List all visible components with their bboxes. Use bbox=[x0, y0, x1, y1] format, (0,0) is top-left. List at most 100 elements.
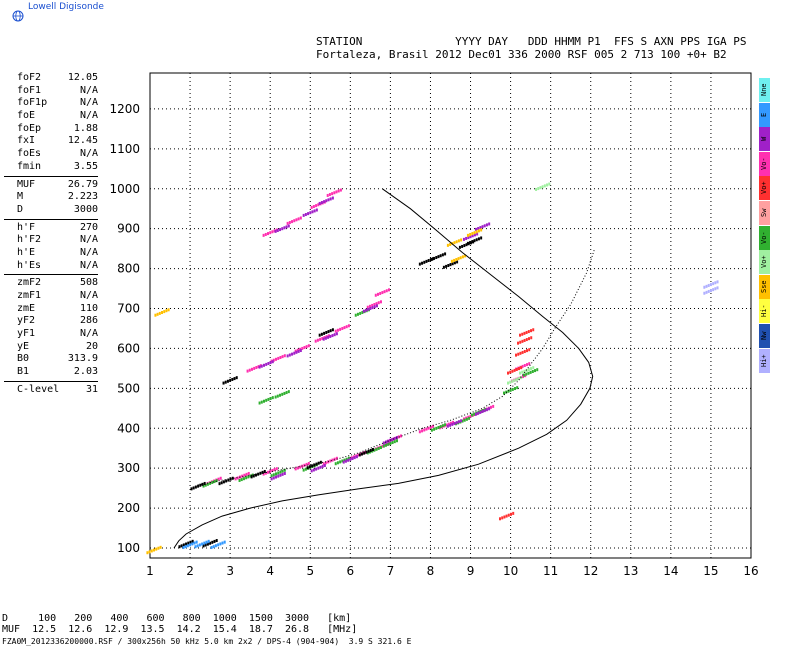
echo-mark bbox=[435, 426, 438, 430]
echo-mark bbox=[467, 236, 470, 240]
echo-mark bbox=[197, 484, 200, 488]
legend-swatch: Vo- bbox=[759, 225, 770, 250]
echo-mark bbox=[507, 381, 510, 385]
echo-mark bbox=[305, 462, 308, 466]
y-tick-label: 600 bbox=[117, 341, 140, 355]
parameter-row: h'Es N/A bbox=[2, 260, 98, 273]
echo-mark bbox=[375, 302, 378, 306]
electron-density-profile bbox=[173, 188, 594, 549]
echo-mark bbox=[257, 365, 260, 369]
echo-mark bbox=[469, 414, 472, 418]
parameter-row: D 3000 bbox=[2, 204, 98, 217]
y-tick-label: 1100 bbox=[109, 142, 140, 156]
echo-mark bbox=[233, 377, 236, 381]
x-tick-label: 8 bbox=[427, 564, 435, 578]
echo-mark bbox=[335, 456, 338, 460]
echo-mark bbox=[273, 468, 276, 472]
echo-mark bbox=[159, 545, 162, 549]
echo-mark bbox=[427, 426, 430, 430]
echo-mark bbox=[511, 379, 514, 383]
muf-distance-row: D 100 200 400 600 800 1000 1500 3000 [km… bbox=[2, 613, 352, 624]
echo-mark bbox=[311, 464, 314, 468]
echo-mark bbox=[515, 367, 518, 371]
echo-mark bbox=[530, 336, 533, 340]
echo-mark bbox=[279, 473, 282, 477]
echo-mark bbox=[366, 451, 369, 455]
legend-label: Vo- bbox=[760, 231, 768, 244]
parameter-label: foEp bbox=[17, 122, 42, 134]
echo-mark bbox=[271, 468, 274, 472]
echo-mark bbox=[291, 352, 294, 356]
echo-mark bbox=[319, 460, 322, 464]
echo-mark bbox=[446, 243, 449, 247]
parameter-row: foEp 1.88 bbox=[2, 123, 98, 136]
echo-mark bbox=[333, 191, 336, 195]
echo-mark bbox=[433, 256, 436, 260]
echo-mark bbox=[477, 229, 480, 233]
echo-mark bbox=[381, 291, 384, 295]
parameter-label: zmF1 bbox=[17, 290, 42, 301]
echo-mark bbox=[518, 367, 521, 371]
echo-mark bbox=[222, 381, 225, 385]
echo-mark bbox=[283, 471, 286, 475]
echo-mark bbox=[393, 436, 396, 440]
echo-mark bbox=[379, 300, 382, 304]
echo-mark bbox=[322, 462, 325, 466]
echo-mark bbox=[193, 541, 196, 545]
echo-mark bbox=[192, 486, 195, 490]
echo-mark bbox=[369, 307, 372, 311]
parameter-value: N/A bbox=[79, 110, 98, 122]
echo-mark bbox=[457, 257, 460, 261]
y-tick-label: 300 bbox=[117, 461, 140, 475]
echo-mark bbox=[475, 238, 478, 242]
echo-mark bbox=[279, 228, 282, 232]
echo-mark bbox=[238, 478, 241, 482]
echo-mark bbox=[323, 331, 326, 335]
parameter-value: 508 bbox=[79, 277, 98, 289]
echo-mark bbox=[362, 309, 365, 313]
echo-mark bbox=[331, 458, 334, 462]
echo-mark bbox=[236, 476, 239, 480]
echo-mark bbox=[288, 220, 291, 224]
legend-swatch: Hi+ bbox=[759, 348, 770, 373]
echo-mark bbox=[275, 467, 278, 471]
echo-mark bbox=[323, 463, 326, 467]
echo-mark bbox=[470, 413, 473, 417]
echo-mark bbox=[543, 184, 546, 188]
parameter-label: h'F2 bbox=[17, 234, 42, 246]
echo-mark bbox=[363, 451, 366, 455]
echo-mark bbox=[532, 366, 535, 370]
echo-mark bbox=[315, 467, 318, 471]
echo-mark bbox=[418, 430, 421, 434]
y-tick-label: 700 bbox=[117, 302, 140, 316]
parameter-label: foEs bbox=[17, 148, 42, 160]
echo-mark bbox=[157, 546, 160, 550]
x-tick-label: 12 bbox=[583, 564, 598, 578]
echo-mark bbox=[307, 461, 310, 465]
echo-mark bbox=[374, 293, 377, 297]
echo-mark bbox=[342, 460, 345, 464]
echo-mark bbox=[202, 544, 205, 548]
echo-mark bbox=[191, 539, 194, 543]
echo-mark bbox=[225, 479, 228, 483]
echo-mark bbox=[345, 457, 348, 461]
echo-mark bbox=[466, 233, 469, 237]
echo-mark bbox=[391, 441, 394, 445]
echo-mark bbox=[240, 478, 243, 482]
echo-mark bbox=[163, 310, 166, 314]
y-tick-label: 100 bbox=[117, 541, 140, 555]
legend-label: Nw bbox=[760, 331, 768, 341]
echo-mark bbox=[231, 476, 234, 480]
echo-mark bbox=[519, 351, 522, 355]
parameter-value: 12.05 bbox=[67, 72, 98, 83]
echo-mark bbox=[383, 290, 386, 294]
parameter-row: yF2 286 bbox=[2, 315, 98, 328]
legend-label: Hi+ bbox=[760, 354, 768, 367]
echo-mark bbox=[315, 208, 318, 212]
echo-mark bbox=[317, 461, 320, 465]
echo-mark bbox=[371, 448, 374, 452]
echo-mark bbox=[525, 338, 528, 342]
echo-mark bbox=[537, 187, 540, 191]
x-tick-label: 16 bbox=[743, 564, 758, 578]
echo-mark bbox=[302, 213, 305, 217]
